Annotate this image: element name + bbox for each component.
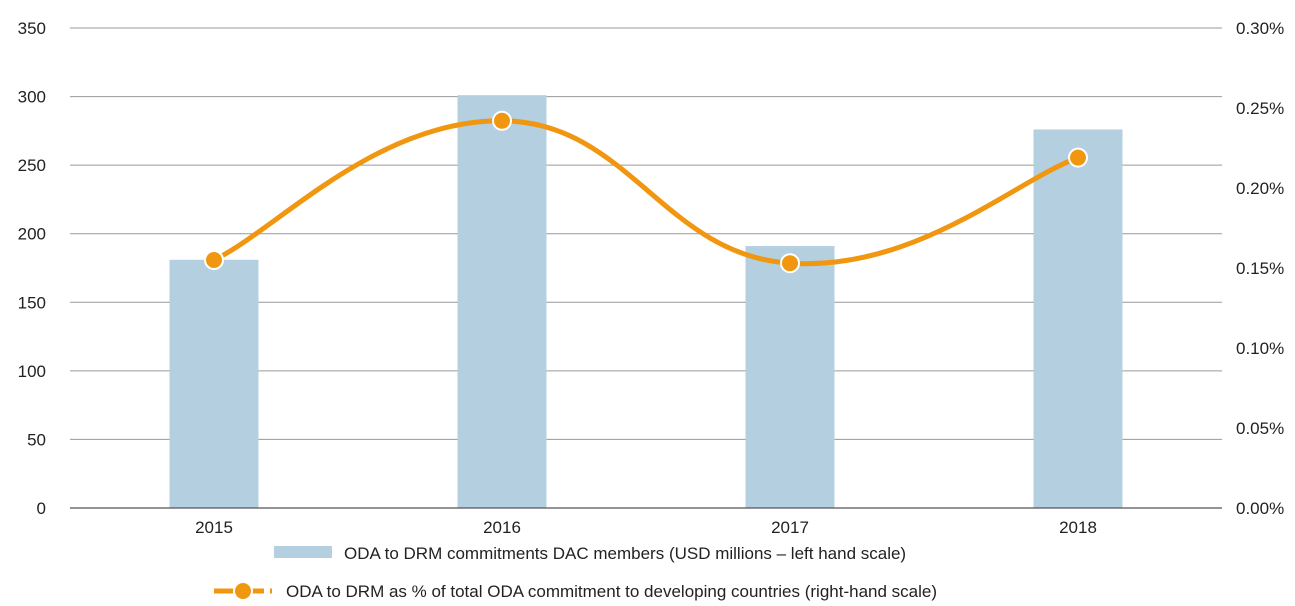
bar bbox=[745, 246, 835, 509]
axes: 0 50 100 150 200 250 300 350 0.00% 0.05% 0.10% 0.15… bbox=[18, 19, 1285, 537]
y2-tick-label: 0.30% bbox=[1236, 19, 1284, 38]
line-point bbox=[1068, 147, 1088, 168]
y-tick-label: 300 bbox=[18, 88, 46, 107]
legend-line-label: ODA to DRM as % of total ODA commitment … bbox=[286, 582, 937, 601]
legend-bar-label: ODA to DRM commitments DAC members (USD … bbox=[344, 544, 906, 563]
x-tick-label: 2017 bbox=[771, 518, 809, 537]
y2-tick-label: 0.05% bbox=[1236, 419, 1284, 438]
y2-tick-label: 0.15% bbox=[1236, 259, 1284, 278]
y2-tick-label: 0.10% bbox=[1236, 339, 1284, 358]
line-point bbox=[780, 253, 800, 274]
series-line bbox=[211, 118, 1081, 267]
line-series bbox=[204, 110, 1088, 274]
y2-tick-label: 0.00% bbox=[1236, 499, 1284, 518]
legend-bar-swatch bbox=[274, 546, 332, 558]
legend: ODA to DRM commitments DAC members (USD … bbox=[214, 544, 937, 601]
bar bbox=[169, 259, 259, 508]
y-tick-label: 100 bbox=[18, 362, 46, 381]
y-tick-label: 200 bbox=[18, 225, 46, 244]
x-tick-label: 2015 bbox=[195, 518, 233, 537]
y-tick-label: 350 bbox=[18, 19, 46, 38]
gridlines bbox=[70, 27, 1222, 440]
y-tick-label: 250 bbox=[18, 156, 46, 175]
x-tick-label: 2016 bbox=[483, 518, 521, 537]
x-tick-label: 2018 bbox=[1059, 518, 1097, 537]
y2-tick-label: 0.25% bbox=[1236, 99, 1284, 118]
bar-series bbox=[169, 95, 1123, 509]
y2-tick-label: 0.20% bbox=[1236, 179, 1284, 198]
y-tick-label: 50 bbox=[27, 430, 46, 449]
y-tick-label: 150 bbox=[18, 293, 46, 312]
bar bbox=[1033, 129, 1123, 508]
legend-line-marker bbox=[233, 581, 253, 601]
bar bbox=[457, 95, 547, 508]
line-point bbox=[204, 250, 224, 270]
y-tick-label: 0 bbox=[37, 499, 46, 518]
line-point bbox=[492, 110, 512, 131]
